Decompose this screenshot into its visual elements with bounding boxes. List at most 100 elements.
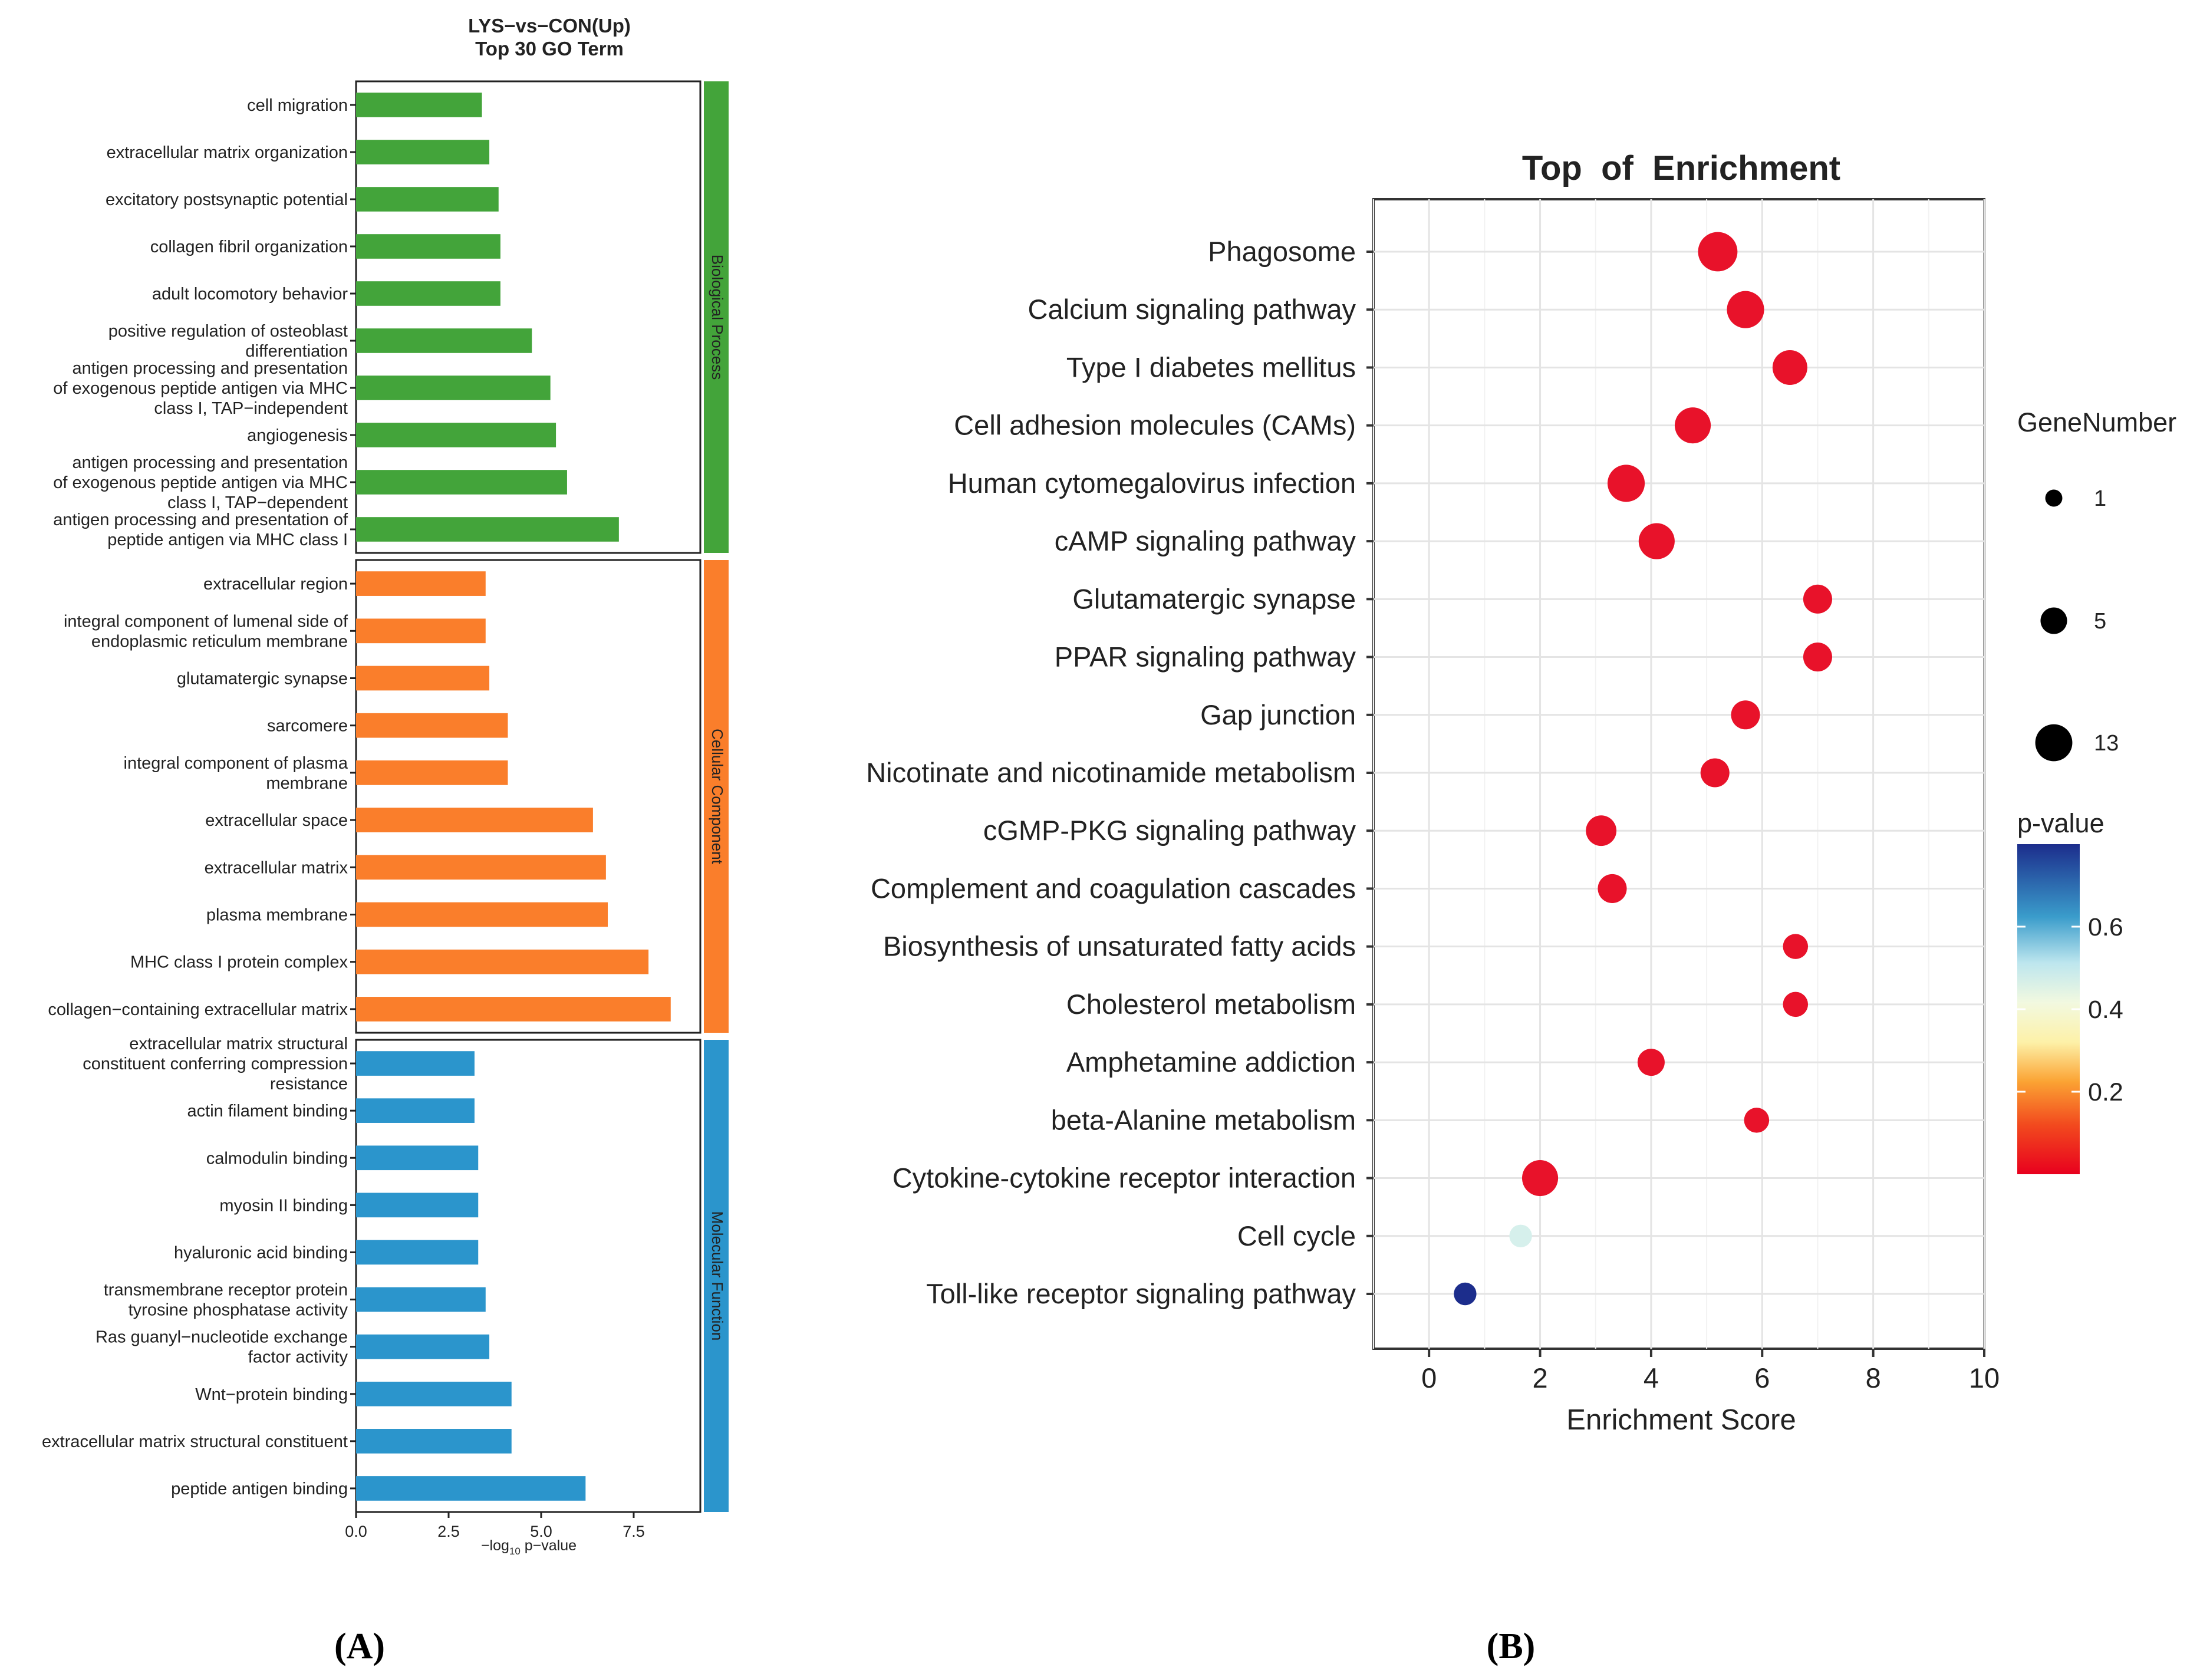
enrichment-point [1783,934,1809,959]
pathway-row: cGMP-PKG signaling pathway [983,815,1617,846]
enrichment-point [1700,758,1730,788]
go-term-label: antigen processing and presentation of ex… [53,453,348,512]
go-term-label: calmodulin binding [206,1149,348,1168]
go-term-label: actin filament binding [187,1102,348,1121]
pathway-row: Toll-like receptor signaling pathway [926,1278,1477,1309]
enrichment-point [1727,291,1764,328]
go-term-label: peptide antigen binding [171,1480,348,1498]
p-value-tick-label: 0.6 [2088,913,2123,941]
go-bar [356,375,551,400]
go-category-strip [704,560,729,1033]
go-bar [356,1287,486,1312]
go-bar-chart: LYS−vs−CON(Up) Top 30 GO Term Biological… [42,15,729,1557]
go-x-axis: 0.0 2.5 5.0 7.5 [345,1512,645,1540]
pathway-label: Human cytomegalovirus infection [948,467,1356,499]
go-bar [356,187,499,212]
go-category-strip-label: Biological Process [709,255,726,380]
go-bar [356,1145,479,1171]
panel-label-a: (A) [334,1626,385,1666]
go-term-label: integral component of lumenal side of end… [64,612,348,651]
p-value-legend-title: p-value [2017,808,2105,838]
pathway-label: cAMP signaling pathway [1055,525,1356,556]
enrichment-point [1586,815,1617,846]
pathway-row: Glutamatergic synapse [1072,583,1832,614]
go-bar [356,1381,512,1406]
go-bar [356,517,619,542]
go-term-label: collagen−containing extracellular matrix [48,1000,348,1019]
p-value-tick-label: 0.4 [2088,996,2123,1024]
enrichment-point [1674,407,1711,444]
enrichment-plot-background [1372,198,1985,1350]
gene-number-legend-title: GeneNumber [2017,407,2176,437]
go-bar [356,808,593,832]
pathway-label: Complement and coagulation cascades [871,872,1356,904]
go-bar [356,855,606,880]
pathway-row: Amphetamine addiction [1066,1046,1665,1078]
go-category-strip [704,1040,729,1512]
pathway-label: Type I diabetes mellitus [1066,351,1356,383]
go-term-label: collagen fibril organization [150,238,348,256]
gene-number-legend-dot [2045,489,2063,507]
go-term-label: Ras guanyl−nucleotide exchange factor act… [95,1328,348,1367]
pathway-label: Gap junction [1200,699,1356,730]
enrichment-point [1638,523,1675,559]
go-panel-molecular-function: Molecular Function extracellular matrix s… [42,1035,729,1513]
gene-number-legend-dot [2040,607,2067,634]
go-term-label: excitatory postsynaptic potential [106,190,348,209]
pathway-label: Biosynthesis of unsaturated fatty acids [883,931,1356,962]
go-category-strip [704,81,729,553]
go-term-label: Wnt−protein binding [195,1385,348,1404]
go-term-label: cell migration [247,96,348,115]
go-bar [356,1429,512,1454]
p-value-colorbar [2017,844,2080,1174]
go-bar [356,997,671,1022]
panel-label-b: (B) [1487,1626,1536,1666]
go-category-strip-label: Molecular Function [709,1211,726,1341]
pathway-row: Complement and coagulation cascades [871,872,1627,904]
go-bar [356,470,567,495]
enrichment-point [1637,1049,1665,1076]
enrichment-point [1744,1108,1770,1133]
go-bar [356,1051,475,1076]
pathway-label: Amphetamine addiction [1066,1046,1356,1078]
pathway-row: Type I diabetes mellitus [1066,350,1807,385]
pathway-label: Cell cycle [1237,1220,1356,1251]
enrichment-point [1509,1224,1532,1247]
pathway-row: PPAR signaling pathway [1055,641,1832,673]
go-term-label: extracellular matrix [205,858,348,877]
enrichment-x-tick-label: 4 [1644,1362,1659,1394]
enrichment-x-axis-label: Enrichment Score [1566,1404,1796,1436]
go-bar [356,1240,479,1265]
pathway-row: Human cytomegalovirus infection [948,465,1645,502]
pathway-row: Phagosome [1208,232,1738,272]
go-x-axis-label: −log10 p−value [481,1537,577,1557]
enrichment-point [1772,350,1807,385]
go-bar [356,93,482,117]
enrichment-x-tick-label: 10 [1969,1362,2000,1394]
pathway-row: Biosynthesis of unsaturated fatty acids [883,931,1809,962]
enrichment-x-tick-label: 8 [1866,1362,1881,1394]
pathway-row: Cell adhesion molecules (CAMs) [954,407,1711,444]
enrichment-point [1698,232,1738,272]
enrichment-point [1803,643,1832,672]
pathway-row: Nicotinate and nicotinamide metabolism [866,757,1730,788]
pathway-row: Calcium signaling pathway [1028,291,1764,328]
enrichment-point [1454,1282,1477,1306]
pathway-label: beta-Alanine metabolism [1051,1104,1356,1135]
enrichment-point [1598,874,1627,903]
pathway-row: Cytokine-cytokine receptor interaction [892,1160,1559,1197]
enrichment-point [1783,991,1809,1017]
go-bar [356,949,649,974]
go-term-label: sarcomere [267,717,348,736]
pathway-label: Nicotinate and nicotinamide metabolism [866,757,1356,788]
enrichment-dot-plot: Top of Enrichment Phagosome Calcium signa… [866,149,2176,1436]
enrichment-x-tick-label: 6 [1754,1362,1770,1394]
go-x-tick-label: 7.5 [623,1523,645,1540]
pathway-label: Cholesterol metabolism [1066,989,1356,1020]
pathway-label: PPAR signaling pathway [1055,641,1356,673]
go-term-label: antigen processing and presentation of pe… [53,510,348,549]
go-term-label: myosin II binding [219,1196,348,1215]
go-bar [356,713,508,738]
